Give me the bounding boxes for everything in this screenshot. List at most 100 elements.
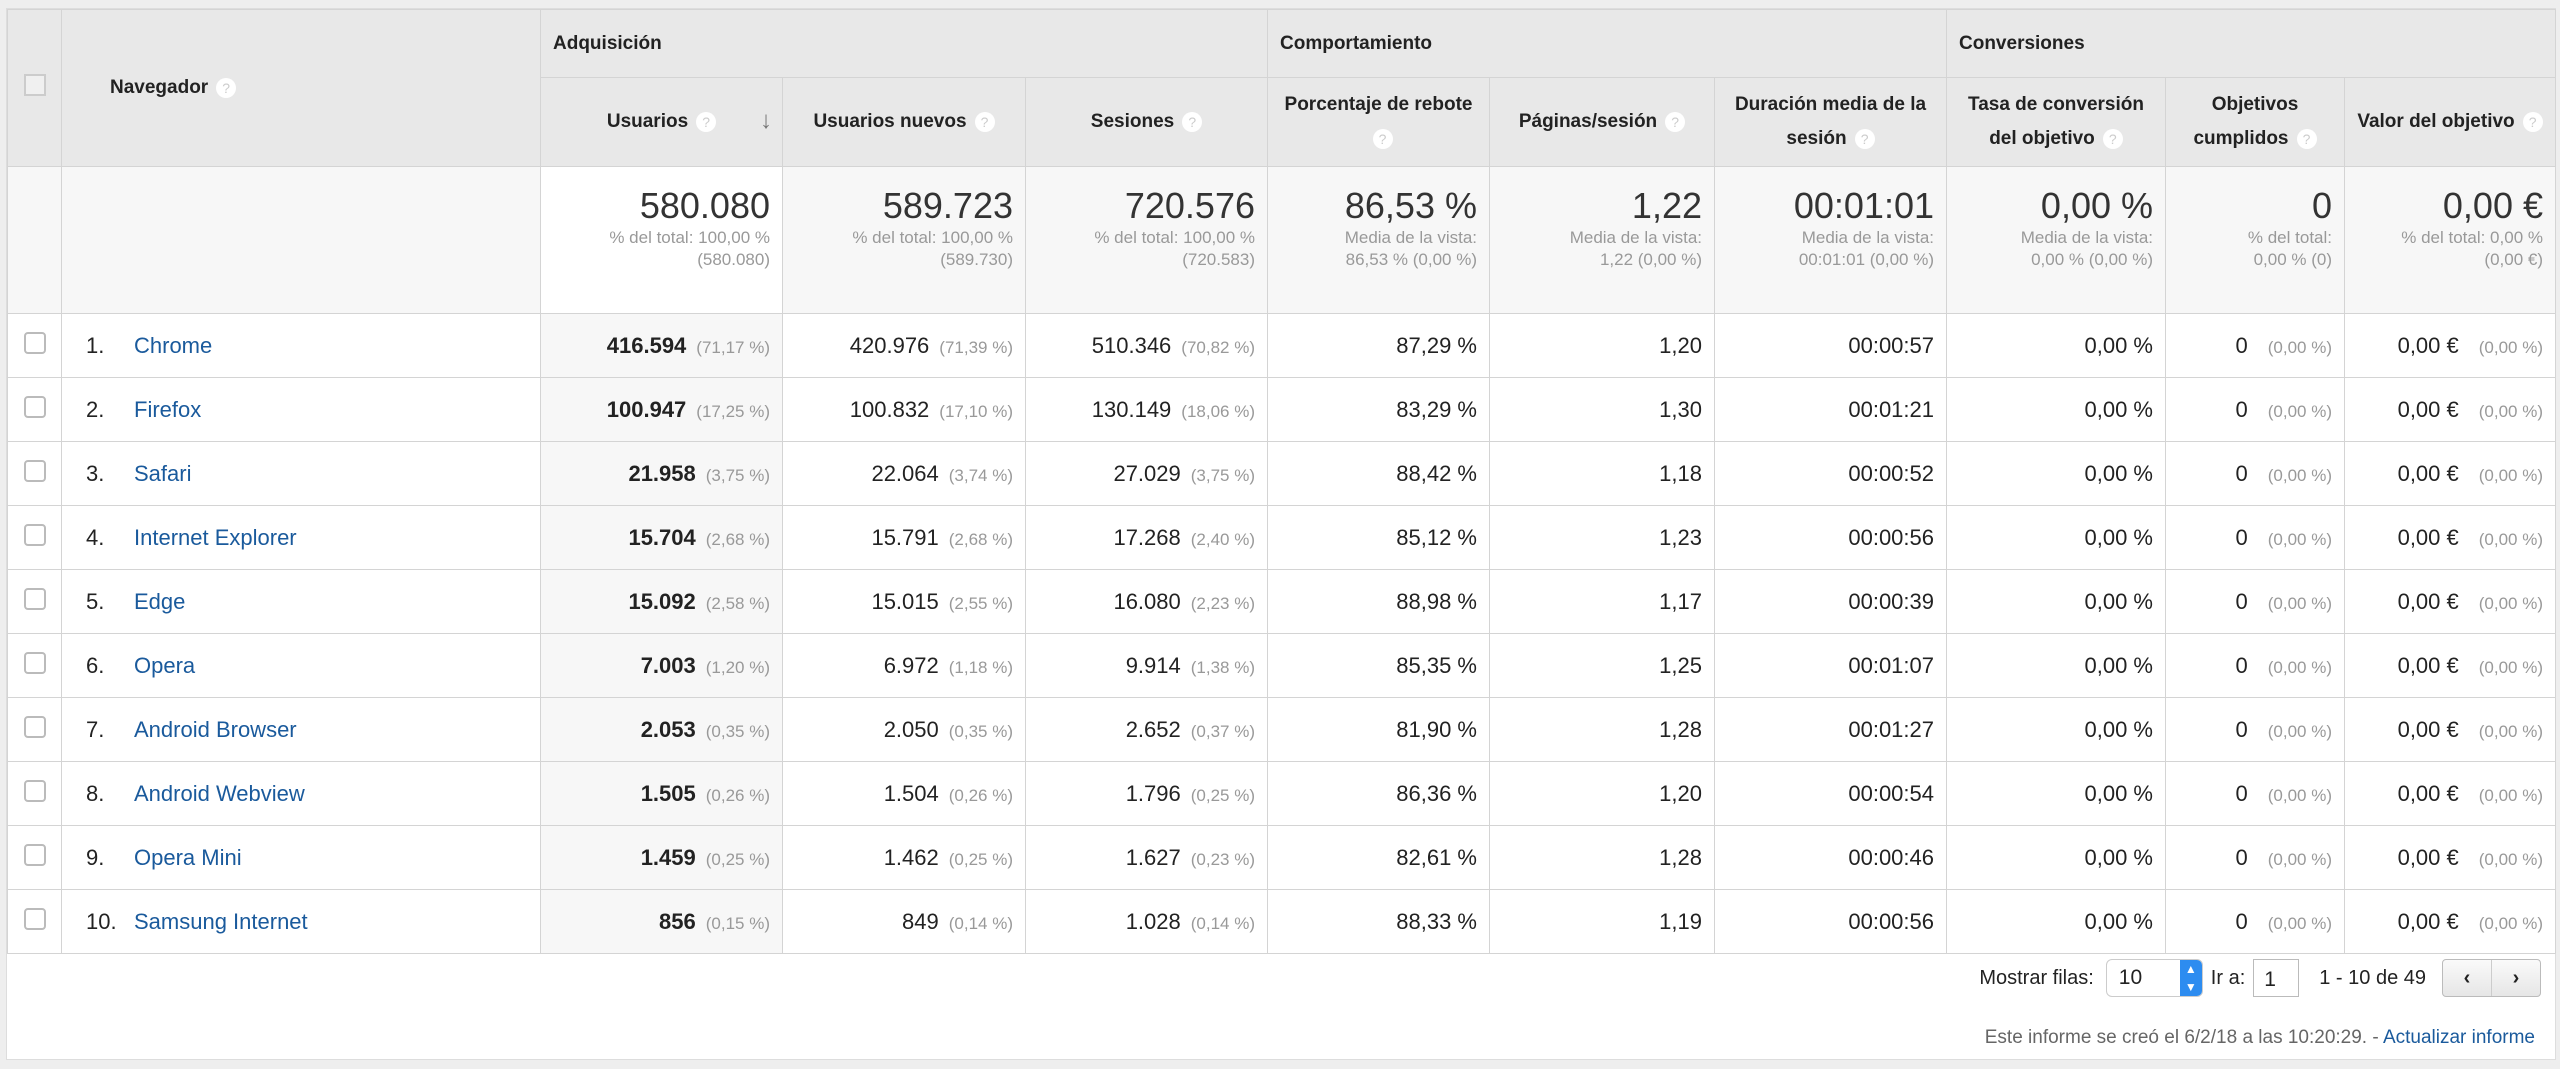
metric-users: 2.053 (0,35 %): [540, 697, 783, 762]
navegador-header[interactable]: Navegador?: [61, 9, 541, 167]
browser-link[interactable]: Opera Mini: [134, 844, 242, 870]
browser-link[interactable]: Android Browser: [134, 716, 297, 742]
row-checkbox[interactable]: [23, 523, 46, 546]
metric-new: 15.015 (2,55 %): [782, 569, 1026, 634]
sessions-value: 130.149: [1091, 396, 1172, 422]
summary-value: 580.080: [639, 185, 770, 226]
help-icon[interactable]: ?: [2296, 128, 2317, 149]
help-icon[interactable]: ?: [696, 111, 717, 132]
refresh-report-link[interactable]: Actualizar informe: [2382, 1027, 2535, 1048]
metric-users: 1.505 (0,26 %): [540, 761, 783, 826]
column-header-5[interactable]: Duración media de la sesión?: [1714, 77, 1947, 167]
row-checkbox[interactable]: [23, 395, 46, 418]
browser-link[interactable]: Chrome: [134, 332, 213, 358]
row-select-cell: [7, 697, 62, 762]
row-checkbox[interactable]: [23, 715, 46, 738]
sessions-percent: (2,40 %): [1190, 529, 1255, 549]
sessions-percent: (0,25 %): [1190, 785, 1255, 805]
row-checkbox[interactable]: [23, 907, 46, 930]
users-percent: (0,26 %): [705, 785, 770, 805]
row-checkbox[interactable]: [23, 587, 46, 610]
new-percent: (1,18 %): [948, 657, 1013, 677]
browser-link[interactable]: Firefox: [134, 396, 202, 422]
help-icon[interactable]: ?: [1854, 128, 1875, 149]
metric-bounce: 88,42 %: [1267, 441, 1490, 506]
metric-bounce: 88,98 %: [1267, 569, 1490, 634]
row-checkbox[interactable]: [23, 779, 46, 802]
row-index: 9.: [86, 844, 105, 870]
browser-link[interactable]: Android Webview: [134, 780, 305, 806]
sessions-percent: (1,38 %): [1190, 657, 1255, 677]
sort-desc-icon[interactable]: ↓: [760, 107, 772, 134]
column-header-label: Objetivos cumplidos: [2193, 94, 2299, 149]
summary-detail: Media de la vista:: [1801, 228, 1934, 247]
pages-value: 1,25: [1659, 652, 1702, 678]
help-icon[interactable]: ?: [2522, 111, 2543, 132]
group-adquisicion: Adquisición: [540, 9, 1268, 78]
goals-value: 0: [2235, 524, 2248, 550]
browser-link[interactable]: Internet Explorer: [134, 524, 297, 550]
new-value: 849: [902, 908, 939, 934]
metric-value: 0,00 € (0,00 %): [2344, 761, 2556, 826]
table-row: 6. Opera 7.003 (1,20 %) 6.972 (1,18 %) 9.914 (1…: [7, 633, 2556, 698]
metric-users: 856 (0,15 %): [540, 889, 783, 954]
conv-value: 0,00 %: [2084, 332, 2154, 358]
help-icon[interactable]: ?: [1182, 111, 1203, 132]
metric-sessions: 1.028 (0,14 %): [1025, 889, 1268, 954]
next-page-button[interactable]: ›: [2491, 960, 2540, 996]
summary-cell: 00:01:01 Media de la vista: 00:01:01 (0,00…: [1714, 166, 1947, 314]
summary-cell: 720.576 % del total: 100,00 % (720.583): [1025, 166, 1268, 314]
value-percent: (0,00 %): [2478, 785, 2543, 805]
row-checkbox[interactable]: [23, 651, 46, 674]
column-header-7[interactable]: Objetivos cumplidos?: [2165, 77, 2345, 167]
duration-value: 00:00:54: [1848, 780, 1934, 806]
metric-value: 0,00 € (0,00 %): [2344, 825, 2556, 890]
users-percent: (1,20 %): [705, 657, 770, 677]
help-icon[interactable]: ?: [2102, 128, 2123, 149]
sessions-value: 9.914: [1125, 652, 1181, 678]
rows-per-page-select[interactable]: 10 ▲ ▼: [2105, 959, 2203, 997]
summary-detail: (0,00 €): [2484, 250, 2543, 269]
help-icon[interactable]: ?: [1372, 128, 1393, 149]
metric-pages: 1,17: [1489, 569, 1715, 634]
metric-goals: 0 (0,00 %): [2165, 761, 2345, 826]
column-header-4[interactable]: Páginas/sesión?: [1489, 77, 1715, 167]
column-header-3[interactable]: Porcentaje de rebote?: [1267, 77, 1490, 167]
browser-link[interactable]: Opera: [134, 652, 196, 678]
table-row: 2. Firefox 100.947 (17,25 %) 100.832 (17,10 %…: [7, 377, 2556, 442]
column-header-1[interactable]: Usuarios nuevos?: [782, 77, 1026, 167]
metric-goals: 0 (0,00 %): [2165, 633, 2345, 698]
users-value: 416.594: [606, 332, 687, 358]
help-icon[interactable]: ?: [216, 77, 237, 98]
column-header-8[interactable]: Valor del objetivo?: [2344, 77, 2556, 167]
metric-conv: 0,00 %: [1946, 633, 2166, 698]
summary-detail: 86,53 % (0,00 %): [1345, 250, 1477, 269]
metric-conv: 0,00 %: [1946, 505, 2166, 570]
new-percent: (0,26 %): [948, 785, 1013, 805]
browser-link[interactable]: Edge: [134, 588, 186, 614]
help-icon[interactable]: ?: [1665, 111, 1686, 132]
column-header-0[interactable]: Usuarios? ↓: [540, 77, 783, 167]
browser-link[interactable]: Samsung Internet: [134, 908, 308, 934]
help-icon[interactable]: ?: [974, 111, 995, 132]
summary-value: 0,00 %: [2040, 185, 2153, 226]
goals-percent: (0,00 %): [2267, 657, 2332, 677]
summary-value: 589.723: [882, 185, 1013, 226]
row-checkbox[interactable]: [23, 459, 46, 482]
conv-value: 0,00 %: [2084, 908, 2154, 934]
goals-percent: (0,00 %): [2267, 465, 2332, 485]
row-checkbox[interactable]: [23, 331, 46, 354]
metric-value: 0,00 € (0,00 %): [2344, 505, 2556, 570]
new-percent: (2,55 %): [948, 593, 1013, 613]
prev-page-button[interactable]: ‹: [2463, 967, 2471, 989]
table-row: 7. Android Browser 2.053 (0,35 %) 2.050 (0,35…: [7, 697, 2556, 762]
new-percent: (17,10 %): [939, 401, 1013, 421]
column-header-2[interactable]: Sesiones?: [1025, 77, 1268, 167]
users-value: 15.704: [628, 524, 696, 550]
select-all-checkbox[interactable]: [23, 74, 46, 96]
goals-value: 0: [2235, 908, 2248, 934]
goto-page-input[interactable]: 1: [2253, 959, 2300, 997]
column-header-6[interactable]: Tasa de conversión del objetivo?: [1946, 77, 2166, 167]
row-checkbox[interactable]: [23, 843, 46, 866]
browser-link[interactable]: Safari: [134, 460, 192, 486]
